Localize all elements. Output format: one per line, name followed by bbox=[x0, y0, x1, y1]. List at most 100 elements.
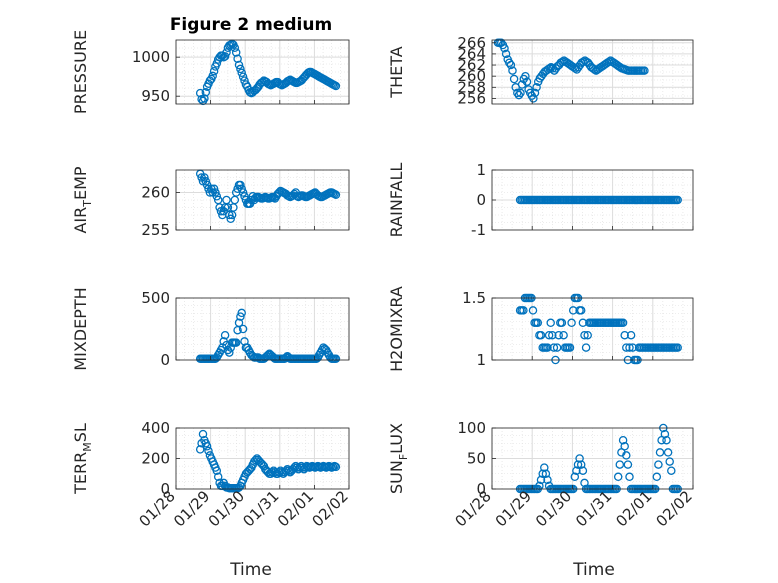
x-axis-label-right: Time bbox=[572, 560, 615, 580]
y-tick-label: 1000 bbox=[132, 48, 170, 66]
data-point bbox=[622, 451, 631, 460]
data-point bbox=[565, 343, 575, 352]
data-point bbox=[237, 308, 246, 318]
data-point bbox=[529, 94, 538, 103]
axes-frame bbox=[175, 297, 350, 361]
data-point bbox=[548, 64, 557, 73]
data-point bbox=[545, 64, 554, 73]
data-point bbox=[567, 318, 576, 328]
data-point bbox=[509, 74, 519, 84]
y-axis-label: MIXDEPTH bbox=[71, 287, 90, 370]
data-point bbox=[234, 318, 244, 328]
data-point bbox=[212, 192, 222, 201]
data-point bbox=[673, 195, 682, 205]
data-point bbox=[652, 472, 662, 482]
y-axis-label: H2OMIXRA bbox=[387, 286, 406, 372]
y-tick-label: 258 bbox=[457, 78, 486, 96]
data-point bbox=[535, 481, 544, 491]
x-tick-label: 02/02 bbox=[309, 487, 352, 530]
data-point bbox=[212, 466, 222, 475]
data-point bbox=[626, 330, 636, 340]
data-point bbox=[258, 460, 267, 469]
data-point bbox=[665, 457, 674, 466]
y-tick-label: 262 bbox=[457, 56, 486, 74]
data-point bbox=[237, 68, 246, 78]
data-point bbox=[195, 445, 205, 454]
data-point bbox=[500, 44, 509, 53]
data-point bbox=[613, 472, 623, 482]
data-point bbox=[245, 464, 255, 474]
data-point bbox=[541, 469, 551, 479]
data-point bbox=[514, 90, 524, 100]
data-point bbox=[505, 58, 514, 68]
data-point bbox=[238, 188, 248, 197]
data-point bbox=[579, 57, 588, 66]
x-tick-label: 02/02 bbox=[653, 487, 696, 530]
axes-frame bbox=[491, 39, 694, 105]
data-point bbox=[220, 330, 230, 340]
subplot-pressure: 950 1000 PRESSURE bbox=[71, 30, 350, 114]
data-point bbox=[222, 48, 231, 57]
data-point bbox=[640, 66, 649, 75]
data-point bbox=[620, 442, 629, 451]
x-tick-label: 02/01 bbox=[274, 487, 317, 530]
data-point bbox=[530, 88, 540, 98]
y-axis-label: THETA bbox=[387, 46, 406, 98]
data-point bbox=[625, 343, 634, 352]
data-point bbox=[205, 76, 215, 85]
data-point bbox=[581, 343, 591, 352]
data-point bbox=[548, 330, 557, 340]
data-point bbox=[578, 318, 588, 328]
data-point bbox=[209, 184, 219, 194]
x-tick-label: 02/01 bbox=[612, 487, 655, 530]
data-point bbox=[519, 306, 528, 315]
data-point bbox=[234, 60, 244, 70]
data-point bbox=[202, 442, 212, 451]
data-point bbox=[195, 88, 205, 98]
data-point bbox=[544, 330, 554, 340]
data-point bbox=[506, 60, 516, 70]
data-point bbox=[625, 472, 634, 482]
data-point bbox=[238, 72, 248, 81]
data-point bbox=[580, 330, 589, 340]
data-point bbox=[508, 66, 517, 75]
y-tick-label: 266 bbox=[457, 34, 486, 52]
y-tick-label: 255 bbox=[141, 221, 170, 239]
data-point bbox=[331, 354, 341, 364]
data-point bbox=[230, 43, 240, 53]
x-tick-label: 01/31 bbox=[572, 487, 615, 530]
data-point bbox=[673, 343, 682, 352]
data-point bbox=[231, 48, 241, 57]
data-point bbox=[628, 343, 637, 352]
data-point bbox=[654, 460, 663, 469]
data-point bbox=[620, 330, 629, 340]
x-tick-label: 01/30 bbox=[205, 487, 248, 530]
data-point bbox=[536, 330, 546, 340]
y-tick-label: 0 bbox=[476, 480, 486, 498]
subplot-h2omixra: 1 1.5 H2OMIXRA bbox=[387, 286, 694, 372]
y-axis-label: AIRTEMP bbox=[71, 166, 94, 233]
data-point bbox=[209, 66, 219, 76]
x-tick-label: 01/29 bbox=[492, 487, 535, 530]
data-point bbox=[583, 330, 592, 340]
y-axis-label: TERRMSL bbox=[71, 423, 94, 495]
data-point bbox=[528, 306, 538, 315]
data-point bbox=[225, 348, 234, 357]
y-axis-label: RAINFALL bbox=[387, 163, 406, 238]
data-point bbox=[618, 435, 628, 445]
data-point bbox=[521, 71, 530, 81]
data-point bbox=[231, 338, 241, 347]
data-point bbox=[533, 318, 543, 328]
data-point bbox=[546, 318, 555, 328]
y-tick-label: 1 bbox=[476, 351, 486, 369]
data-point bbox=[568, 306, 578, 315]
data-point bbox=[623, 460, 633, 469]
y-tick-label: 500 bbox=[141, 289, 170, 307]
data-point bbox=[576, 306, 586, 315]
figure-title: Figure 2 medium bbox=[170, 15, 332, 35]
data-point bbox=[204, 446, 213, 456]
data-point bbox=[208, 71, 217, 81]
